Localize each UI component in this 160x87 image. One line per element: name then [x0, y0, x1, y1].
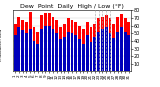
- Bar: [44, 13, 47, 71]
- Bar: [52, 17, 54, 71]
- Bar: [128, 35, 130, 71]
- Bar: [33, 41, 36, 71]
- Bar: [124, 18, 127, 71]
- Bar: [108, 18, 111, 71]
- Bar: [36, 32, 39, 71]
- Bar: [25, 22, 28, 71]
- Bar: [120, 27, 123, 71]
- Bar: [36, 44, 39, 71]
- Bar: [44, 26, 47, 71]
- Bar: [105, 15, 108, 71]
- Bar: [33, 27, 36, 71]
- Bar: [71, 20, 73, 71]
- Bar: [29, 12, 32, 71]
- Bar: [40, 29, 43, 71]
- Bar: [17, 17, 20, 71]
- Bar: [97, 32, 100, 71]
- Bar: [63, 37, 66, 71]
- Bar: [108, 33, 111, 71]
- Bar: [55, 33, 58, 71]
- Bar: [82, 44, 85, 71]
- Title: Dew  Point  Daily  High / Low (°F): Dew Point Daily High / Low (°F): [20, 4, 124, 9]
- Bar: [78, 39, 81, 71]
- Bar: [67, 18, 70, 71]
- Bar: [55, 20, 58, 71]
- Bar: [101, 29, 104, 71]
- Bar: [59, 27, 62, 71]
- Bar: [71, 33, 73, 71]
- Bar: [74, 22, 77, 71]
- Bar: [86, 35, 89, 71]
- Bar: [112, 24, 115, 71]
- Bar: [21, 30, 24, 71]
- Bar: [14, 24, 16, 71]
- Bar: [74, 35, 77, 71]
- Bar: [78, 26, 81, 71]
- Bar: [59, 39, 62, 71]
- Bar: [90, 42, 92, 71]
- Bar: [48, 13, 51, 71]
- Bar: [48, 26, 51, 71]
- Bar: [67, 32, 70, 71]
- Bar: [116, 17, 119, 71]
- Bar: [14, 35, 16, 71]
- Bar: [120, 14, 123, 71]
- Bar: [29, 29, 32, 71]
- Bar: [21, 20, 24, 71]
- Bar: [128, 22, 130, 71]
- Text: Milwaukee, dew: Milwaukee, dew: [0, 29, 3, 61]
- Bar: [90, 27, 92, 71]
- Bar: [97, 18, 100, 71]
- Bar: [40, 15, 43, 71]
- Bar: [17, 27, 20, 71]
- Bar: [112, 38, 115, 71]
- Bar: [101, 17, 104, 71]
- Bar: [25, 33, 28, 71]
- Bar: [63, 24, 66, 71]
- Bar: [93, 24, 96, 71]
- Bar: [86, 22, 89, 71]
- Bar: [82, 29, 85, 71]
- Bar: [105, 27, 108, 71]
- Bar: [124, 32, 127, 71]
- Bar: [52, 29, 54, 71]
- Bar: [93, 37, 96, 71]
- Bar: [116, 32, 119, 71]
